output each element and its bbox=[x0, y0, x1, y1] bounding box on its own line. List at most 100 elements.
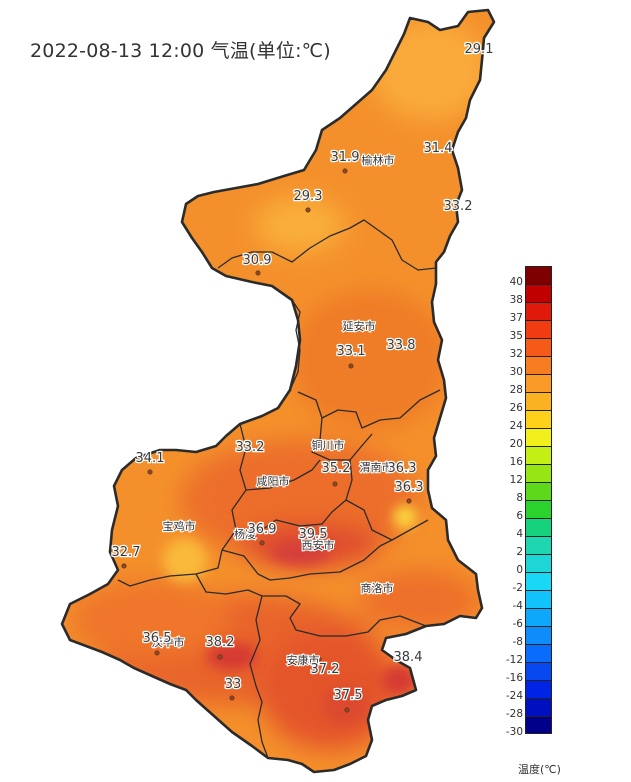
temp-value: 32.7 bbox=[112, 545, 141, 560]
temp-value: 29.3 bbox=[294, 189, 323, 204]
legend-color-cell bbox=[525, 266, 552, 284]
legend-tick-label: -24 bbox=[505, 690, 523, 702]
legend-color-cell bbox=[525, 410, 552, 428]
legend-tick-label: -30 bbox=[505, 726, 523, 738]
legend-color-cell bbox=[525, 680, 552, 698]
temp-value: 33 bbox=[225, 677, 242, 692]
legend-color-cell bbox=[525, 320, 552, 338]
temp-value: 33.8 bbox=[387, 338, 416, 353]
temp-value: 30.9 bbox=[243, 253, 272, 268]
legend-color-cell bbox=[525, 590, 552, 608]
temp-value: 38.4 bbox=[394, 650, 423, 665]
legend-tick-label: 0 bbox=[516, 564, 523, 576]
city-label-weinan: 渭南市 bbox=[360, 460, 393, 474]
station-dot bbox=[259, 540, 265, 546]
legend-tick-label: 16 bbox=[509, 456, 523, 468]
legend-color-cell bbox=[525, 662, 552, 680]
station-dot bbox=[342, 168, 348, 174]
legend-color-cell bbox=[525, 644, 552, 662]
legend-color-cell bbox=[525, 464, 552, 482]
legend-color-cell bbox=[525, 572, 552, 590]
city-label-tongchuan: 铜川市 bbox=[312, 438, 345, 452]
city-label-baoji: 宝鸡市 bbox=[163, 519, 196, 533]
station-dot bbox=[344, 707, 350, 713]
legend-color-cell bbox=[525, 392, 552, 410]
temp-value: 33.2 bbox=[444, 199, 473, 214]
legend-tick-label: 8 bbox=[516, 492, 523, 504]
legend-color-cell bbox=[525, 284, 552, 302]
legend-tick-label: -2 bbox=[512, 582, 523, 594]
station-dot bbox=[348, 363, 354, 369]
temp-value: 29.1 bbox=[465, 42, 494, 57]
legend-color-cell bbox=[525, 536, 552, 554]
legend-color-cell bbox=[525, 302, 552, 320]
temp-value: 34.1 bbox=[136, 451, 165, 466]
legend-color-cell bbox=[525, 338, 552, 356]
station-dots bbox=[121, 168, 412, 713]
legend-tick-label: -16 bbox=[505, 672, 523, 684]
station-dot bbox=[121, 563, 127, 569]
legend-tick-label: -8 bbox=[512, 636, 523, 648]
station-dot bbox=[154, 650, 160, 656]
legend-tick-label: 30 bbox=[509, 366, 523, 378]
city-label-yanan: 延安市 bbox=[343, 319, 376, 333]
legend-color-cell bbox=[525, 356, 552, 374]
legend-tick-label: -4 bbox=[512, 600, 523, 612]
legend-color-cell bbox=[525, 716, 552, 734]
legend-tick-label: 28 bbox=[509, 384, 523, 396]
legend-tick-label: 4 bbox=[516, 528, 523, 540]
city-label-yulin: 榆林市 bbox=[362, 153, 395, 167]
legend-tick-label: 24 bbox=[509, 420, 523, 432]
temp-value: 31.9 bbox=[331, 150, 360, 165]
legend-color-cell bbox=[525, 374, 552, 392]
legend-tick-label: 6 bbox=[516, 510, 523, 522]
city-labels: 榆林市 延安市 铜川市 咸阳市 渭南市 宝鸡市 杨凌 西安市 商洛市 汉中市 安… bbox=[150, 152, 395, 668]
legend-tick-label: 20 bbox=[509, 438, 523, 450]
legend-unit-label: 温度(℃) bbox=[518, 763, 561, 776]
temp-value: 39.5 bbox=[299, 527, 328, 542]
legend-tick-label: 2 bbox=[516, 546, 523, 558]
map-title: 2022-08-13 12:00 气温(单位:℃) bbox=[30, 40, 331, 62]
legend-tick-label: -12 bbox=[505, 654, 523, 666]
city-label-hanzhong: 汉中市 bbox=[152, 635, 185, 649]
legend-color-cell bbox=[525, 698, 552, 716]
legend-tick-label: -6 bbox=[512, 618, 523, 630]
station-dot bbox=[147, 469, 153, 475]
city-label-xian: 西安市 bbox=[302, 538, 335, 552]
station-dot bbox=[316, 656, 322, 662]
temp-value: 38.2 bbox=[206, 635, 235, 650]
station-dot bbox=[332, 481, 338, 487]
temp-value: 36.3 bbox=[395, 480, 424, 495]
temp-value: 31.4 bbox=[424, 141, 453, 156]
legend-tick-label: 12 bbox=[509, 474, 523, 486]
temp-value: 36.3 bbox=[388, 461, 417, 476]
station-dot bbox=[229, 695, 235, 701]
station-dot bbox=[217, 654, 223, 660]
station-dot bbox=[255, 270, 261, 276]
temp-value: 35.2 bbox=[322, 461, 351, 476]
legend-color-cell bbox=[525, 518, 552, 536]
legend-tick-label: 35 bbox=[509, 330, 523, 342]
legend-color-cell bbox=[525, 554, 552, 572]
temp-value: 36.9 bbox=[248, 522, 277, 537]
legend-tick-label: 40 bbox=[509, 276, 523, 288]
legend-tick-label: 38 bbox=[509, 294, 523, 306]
legend-tick-label: 26 bbox=[509, 402, 523, 414]
temp-value: 37.2 bbox=[311, 662, 340, 677]
temp-value: 37.5 bbox=[334, 688, 363, 703]
city-label-xianyang: 咸阳市 bbox=[257, 474, 290, 488]
city-label-shangluo: 商洛市 bbox=[361, 581, 394, 595]
temp-value: 33.1 bbox=[337, 344, 366, 359]
legend-color-cell bbox=[525, 626, 552, 644]
legend-color-cell bbox=[525, 482, 552, 500]
legend-tick-label: -28 bbox=[505, 708, 523, 720]
temp-value: 33.2 bbox=[236, 440, 265, 455]
station-dot bbox=[406, 498, 412, 504]
city-label-ankang: 安康市 bbox=[287, 653, 320, 667]
prefecture-boundaries bbox=[117, 219, 441, 759]
province-outline bbox=[60, 8, 496, 774]
temperature-values: 29.1 31.9 31.4 29.3 33.2 30.9 33.1 33.8 … bbox=[110, 41, 494, 705]
station-dot bbox=[305, 207, 311, 213]
legend-color-cell bbox=[525, 608, 552, 626]
